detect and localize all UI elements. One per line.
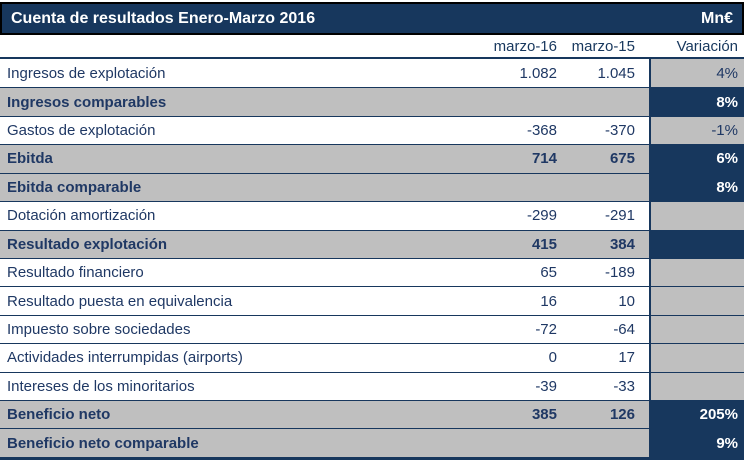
row-label: Ebitda [7, 150, 53, 168]
value-marzo-15: -33 [613, 377, 635, 395]
row-label: Gastos de explotación [7, 122, 156, 140]
value-marzo-15: 384 [609, 235, 635, 253]
value-variacion [649, 372, 744, 401]
value-variacion: 205% [649, 401, 744, 429]
table-row: Intereses de los minoritarios -39 -33 [0, 371, 744, 401]
table-row: Resultado puesta en equivalencia 16 10 [0, 286, 744, 315]
table-row: Resultado explotación 415 384 [0, 229, 744, 258]
value-variacion [649, 202, 744, 230]
row-label: Beneficio neto comparable [7, 434, 199, 452]
table-row: Ebitda 714 675 6% [0, 144, 744, 173]
value-variacion [649, 344, 744, 372]
value-marzo-15 [560, 174, 649, 201]
value-variacion [649, 258, 744, 287]
value-marzo-16 [448, 174, 560, 201]
value-variacion: 9% [649, 429, 744, 457]
value-marzo-16: 65 [540, 264, 557, 282]
row-label: Beneficio neto [7, 406, 111, 424]
value-marzo-15: -370 [604, 122, 635, 140]
value-marzo-16: -368 [526, 122, 557, 140]
table-body: Ingresos de explotación 1.082 1.045 4% I… [0, 59, 744, 460]
value-marzo-16: 385 [531, 406, 557, 424]
column-header-marzo-16: marzo-16 [493, 37, 557, 55]
column-header-row: marzo-16 marzo-15 Variación [0, 35, 744, 59]
value-marzo-16 [448, 88, 560, 115]
value-marzo-15 [560, 429, 649, 456]
table-title-bar: Cuenta de resultados Enero-Marzo 2016 Mn… [0, 2, 744, 35]
value-marzo-15: 1.045 [597, 64, 635, 82]
value-marzo-16: 415 [531, 235, 557, 253]
row-label: Intereses de los minoritarios [7, 377, 195, 395]
table-row: Resultado financiero 65 -189 [0, 257, 744, 287]
value-marzo-15: -189 [604, 264, 635, 282]
value-marzo-15: 675 [609, 150, 635, 168]
row-label: Dotación amortización [7, 207, 156, 225]
column-header-variacion: Variación [676, 37, 738, 55]
row-label: Ingresos comparables [7, 93, 167, 111]
value-marzo-16: 0 [548, 349, 557, 367]
value-variacion: 8% [649, 88, 744, 116]
value-variacion: 4% [649, 59, 744, 88]
table-row: Actividades interrumpidas (airports) 0 1… [0, 343, 744, 372]
row-label: Resultado explotación [7, 235, 168, 253]
value-marzo-16: 16 [540, 292, 557, 310]
value-marzo-15 [560, 88, 649, 115]
value-marzo-16 [448, 429, 560, 456]
value-marzo-16: 1.082 [519, 64, 557, 82]
value-marzo-16: -39 [535, 377, 557, 395]
row-label: Impuesto sobre sociedades [7, 321, 191, 338]
table-row: Beneficio neto 385 126 205% [0, 400, 744, 429]
value-variacion: -1% [649, 116, 744, 145]
row-label: Actividades interrumpidas (airports) [7, 349, 243, 367]
value-marzo-16: 714 [531, 150, 557, 168]
table-title: Cuenta de resultados Enero-Marzo 2016 [11, 9, 316, 27]
value-variacion: 6% [649, 145, 744, 173]
row-label: Resultado financiero [7, 264, 144, 282]
value-variacion [649, 230, 744, 258]
value-marzo-15: 10 [618, 292, 635, 310]
table-row: Impuesto sobre sociedades -72 -64 [0, 314, 744, 344]
value-variacion: 8% [649, 173, 744, 202]
value-marzo-15: 126 [609, 406, 635, 424]
value-variacion [649, 287, 744, 315]
table-row: Beneficio neto comparable 9% [0, 428, 744, 457]
value-variacion [649, 315, 744, 344]
row-label: Resultado puesta en equivalencia [7, 292, 233, 310]
value-marzo-15: -64 [613, 321, 635, 338]
value-marzo-16: -299 [526, 207, 557, 225]
table-row: Ingresos de explotación 1.082 1.045 4% [0, 59, 744, 88]
value-marzo-15: -291 [604, 207, 635, 225]
table-row: Gastos de explotación -368 -370 -1% [0, 115, 744, 145]
unit-label: Mn€ [701, 9, 733, 27]
value-marzo-16: -72 [535, 321, 557, 338]
row-label: Ingresos de explotación [7, 64, 166, 82]
value-marzo-15: 17 [618, 349, 635, 367]
table-row: Ebitda comparable 8% [0, 172, 744, 202]
table-row: Dotación amortización -299 -291 [0, 201, 744, 230]
column-header-marzo-15: marzo-15 [571, 37, 635, 55]
row-label: Ebitda comparable [7, 178, 142, 196]
table-row: Ingresos comparables 8% [0, 87, 744, 116]
